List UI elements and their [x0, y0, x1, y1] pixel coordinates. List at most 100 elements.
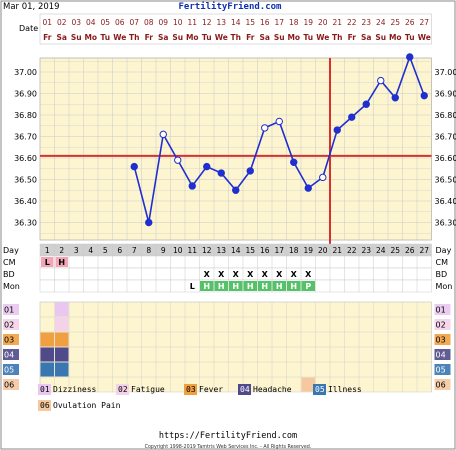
symptom-mark	[55, 347, 69, 362]
symptom-label-swatch-left	[3, 349, 19, 360]
day-number: 18	[289, 246, 299, 255]
bd-value: X	[262, 270, 269, 279]
day-number: 4	[88, 246, 93, 255]
row-band-cm	[39, 255, 432, 269]
symptom-label-swatch-left	[3, 304, 19, 315]
mon-value: H	[232, 282, 239, 291]
day-number: 27	[419, 246, 429, 255]
weekday-label: Th	[129, 33, 139, 42]
temperature-point	[391, 94, 399, 102]
cm-cell	[55, 257, 68, 267]
date-number: 24	[376, 18, 386, 27]
symptom-mark	[55, 302, 69, 317]
symptom-label-swatch-right	[434, 364, 451, 375]
mon-value: H	[247, 282, 254, 291]
y-tick-right: 36.70	[435, 133, 456, 142]
site-title: FertilityFriend.com	[179, 1, 283, 12]
mon-value: L	[190, 282, 195, 291]
symptom-label-swatch-left	[3, 379, 19, 390]
weekday-label: Mo	[84, 33, 97, 42]
legend-swatch	[313, 384, 326, 395]
temperature-point	[174, 156, 182, 164]
date-number: 05	[100, 18, 110, 27]
weekday-label: Th	[332, 33, 342, 42]
legend-swatch	[38, 400, 51, 411]
temperature-point	[290, 158, 298, 167]
legend-label: Fatigue	[131, 385, 165, 394]
y-tick-left: 36.70	[14, 133, 37, 142]
legend-swatch	[38, 384, 51, 395]
day-number: 10	[173, 246, 183, 255]
day-number: 5	[103, 246, 108, 255]
legend-code: 01	[40, 385, 50, 394]
symptom-mark	[40, 362, 54, 377]
day-number: 2	[59, 246, 64, 255]
temperature-point	[333, 126, 341, 134]
day-number: 19	[303, 246, 313, 255]
temperature-point	[420, 91, 428, 100]
y-tick-right: 36.60	[435, 154, 456, 163]
temperature-point	[362, 100, 370, 108]
legend-code: 02	[118, 385, 128, 394]
legend-label: Headache	[253, 385, 292, 394]
weekday-label: Sa	[260, 33, 270, 42]
bd-value: X	[204, 270, 211, 279]
footer-url: https://FertilityFriend.com	[159, 431, 297, 441]
weekday-label: Mo	[287, 33, 300, 42]
day-number: 13	[216, 246, 226, 255]
date-number: 12	[202, 18, 212, 27]
day-number: 26	[405, 246, 415, 255]
date-number: 23	[361, 18, 371, 27]
date-number: 04	[86, 18, 96, 27]
date-number: 17	[274, 18, 284, 27]
day-number: 9	[161, 246, 166, 255]
symptom-mark	[40, 347, 54, 362]
date-number: 18	[289, 18, 299, 27]
mon-cell	[200, 281, 214, 291]
day-number: 20	[318, 246, 328, 255]
weekday-label: Th	[231, 33, 241, 42]
symptom-label-swatch-right	[434, 304, 451, 315]
row-label-left-bd: BD	[3, 270, 15, 279]
mon-value: H	[218, 282, 225, 291]
legend-swatch	[184, 384, 197, 395]
temperature-point	[261, 124, 269, 132]
weekday-label: Fr	[348, 33, 357, 42]
weekday-label: Sa	[158, 33, 168, 42]
y-tick-right: 36.90	[435, 90, 456, 99]
mon-cell	[258, 281, 272, 291]
temperature-point	[319, 173, 327, 182]
symptom-label-left: 01	[4, 306, 14, 315]
mon-value: H	[203, 282, 210, 291]
date-number: 13	[216, 18, 226, 27]
day-number: 22	[347, 246, 357, 255]
legend-code: 06	[40, 401, 50, 410]
weekday-label: Sa	[361, 33, 371, 42]
row-label-right-day: Day	[436, 246, 452, 255]
bd-value: X	[233, 270, 240, 279]
symptom-label-swatch-left	[3, 364, 19, 375]
legend-code: 03	[186, 385, 196, 394]
y-tick-right: 36.30	[435, 219, 456, 228]
date-number: 16	[260, 18, 270, 27]
temperature-point	[275, 117, 283, 126]
temperature-point	[406, 53, 414, 61]
date-number: 27	[419, 18, 429, 27]
weekday-label: Sa	[57, 33, 67, 42]
date-number: 07	[129, 18, 139, 27]
row-label-left-mon: Mon	[3, 282, 20, 291]
y-tick-left: 36.40	[14, 197, 37, 206]
day-number: 16	[260, 246, 270, 255]
weekday-label: Tu	[100, 33, 110, 42]
date-number: 20	[318, 18, 328, 27]
mon-cell	[243, 281, 257, 291]
weekday-label: We	[418, 33, 431, 42]
date-number: 22	[347, 18, 357, 27]
symptom-mark	[40, 332, 54, 347]
day-number: 12	[202, 246, 212, 255]
weekday-label: Fr	[246, 33, 255, 42]
date-number: 10	[173, 18, 183, 27]
weekday-label: Su	[172, 33, 183, 42]
symptom-label-left: 05	[4, 366, 14, 375]
